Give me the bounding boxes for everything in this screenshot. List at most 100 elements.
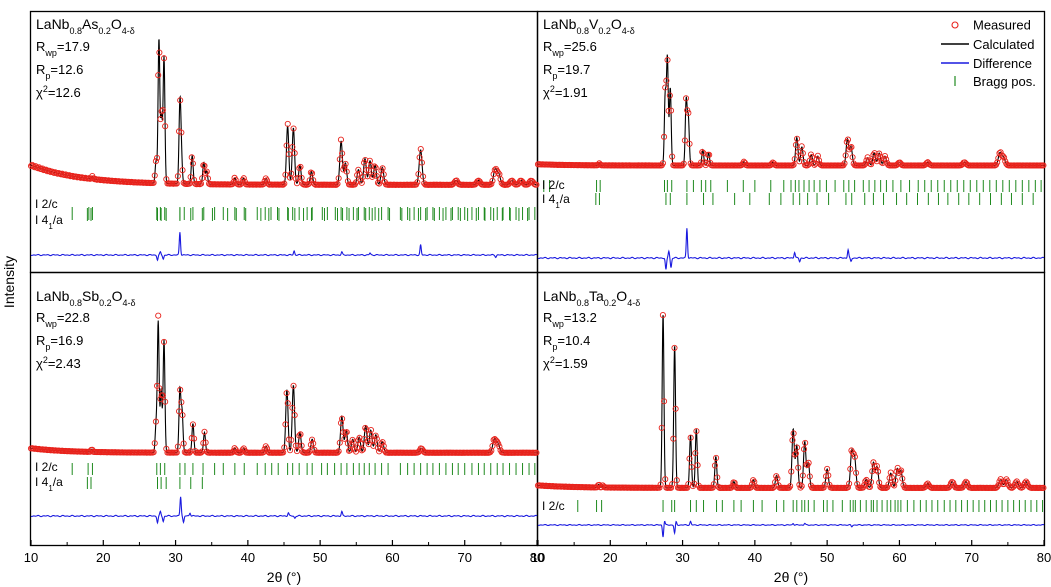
panel-title: LaNb0.8Sb0.2O4-δ	[36, 288, 136, 308]
measured-point	[371, 163, 378, 170]
legend-measured-label: Measured	[973, 18, 1031, 33]
measured-point	[31, 164, 38, 171]
measured-point	[849, 154, 856, 161]
measured-point	[871, 150, 878, 157]
measured-point	[673, 477, 680, 484]
measured-point	[825, 472, 832, 479]
legend-calculated-label: Calculated	[973, 37, 1034, 52]
measured-point	[199, 448, 206, 455]
panel-stat: Rp=10.4	[543, 333, 590, 352]
measured-point	[281, 444, 288, 451]
measured-point	[296, 165, 303, 172]
measured-point	[669, 481, 676, 488]
legend: Measured Calculated Difference Bragg pos…	[941, 18, 1036, 89]
panel-stat: Rwp=25.6	[543, 39, 597, 58]
measured-point	[696, 162, 703, 169]
measured-point	[1021, 479, 1028, 486]
measured-point	[899, 475, 906, 482]
legend-bragg-label: Bragg pos.	[973, 74, 1036, 89]
x-tick-label: 70	[457, 550, 471, 565]
measured-point	[178, 129, 185, 136]
measured-point	[821, 481, 828, 488]
measured-point	[343, 429, 350, 436]
measured-point	[156, 49, 163, 56]
measured-point	[694, 462, 701, 469]
measured-point	[533, 181, 540, 188]
phase-label: I 41/a	[542, 192, 570, 210]
measured-point	[885, 481, 892, 488]
measured-point	[337, 136, 345, 143]
measured-point	[884, 484, 891, 491]
measured-point	[202, 169, 209, 176]
measured-point	[354, 444, 361, 451]
x-tick-label: 80	[530, 550, 544, 565]
x-axis-label-right: 2θ (°)	[774, 569, 808, 585]
measured-point	[688, 463, 695, 471]
measured-point	[415, 171, 422, 178]
measured-point	[851, 453, 858, 460]
panel-stat: Rwp=22.8	[36, 310, 90, 329]
measured-point	[288, 436, 295, 444]
panel-stat: Rp=19.7	[543, 62, 590, 81]
measured-point	[336, 156, 343, 163]
measured-point	[417, 145, 424, 153]
measured-point	[298, 442, 305, 449]
measured-point	[339, 415, 346, 422]
measured-point	[661, 133, 668, 140]
measured-point	[1040, 484, 1047, 491]
panel-stat: χ2=1.59	[543, 355, 588, 371]
measured-point	[160, 55, 168, 62]
measured-point	[787, 483, 794, 490]
measured-point	[155, 312, 162, 319]
measured-point	[824, 465, 831, 472]
measured-point	[174, 173, 181, 180]
calculated-curve	[537, 54, 1044, 166]
x-tick-label: 40	[748, 550, 762, 565]
panel-stat: Rp=12.6	[36, 62, 83, 81]
measured-point	[291, 412, 298, 419]
measured-point	[699, 148, 706, 156]
measured-point	[337, 419, 345, 427]
measured-point	[54, 170, 61, 177]
measured-point	[533, 449, 540, 456]
measured-point	[160, 338, 168, 345]
measured-point	[189, 160, 196, 167]
measured-point	[308, 436, 316, 443]
measured-point	[162, 398, 169, 405]
measured-point	[306, 177, 313, 184]
measured-point	[892, 477, 899, 484]
measured-point	[798, 483, 805, 490]
measured-point	[282, 421, 289, 428]
measured-point	[290, 382, 297, 389]
measured-point	[200, 440, 207, 447]
measured-point	[731, 479, 738, 486]
measured-point	[798, 143, 805, 150]
measured-point	[291, 150, 298, 157]
measured-point	[283, 142, 290, 149]
measured-point	[662, 84, 669, 91]
measured-point	[180, 440, 187, 447]
measured-point	[1001, 154, 1008, 161]
measured-point	[790, 430, 797, 437]
measured-point	[658, 424, 665, 431]
measured-point	[372, 164, 379, 171]
x-tick-label: 20	[96, 550, 110, 565]
measured-point	[868, 161, 875, 168]
measured-point	[178, 399, 185, 406]
measured-point	[800, 446, 808, 453]
panel-frame-bottom-left	[29, 271, 539, 547]
measured-point	[201, 428, 208, 435]
measured-point	[874, 468, 882, 475]
measured-point	[335, 175, 342, 182]
measured-point	[870, 459, 877, 466]
measured-point	[863, 157, 870, 164]
measured-point	[853, 469, 860, 476]
measured-point	[342, 160, 349, 167]
measured-point	[305, 449, 312, 456]
measured-point	[414, 179, 421, 186]
measured-point	[191, 435, 198, 442]
measured-point	[197, 180, 205, 187]
measured-point	[869, 468, 876, 475]
y-axis-label: Intensity	[1, 256, 17, 308]
measured-point	[659, 160, 666, 167]
